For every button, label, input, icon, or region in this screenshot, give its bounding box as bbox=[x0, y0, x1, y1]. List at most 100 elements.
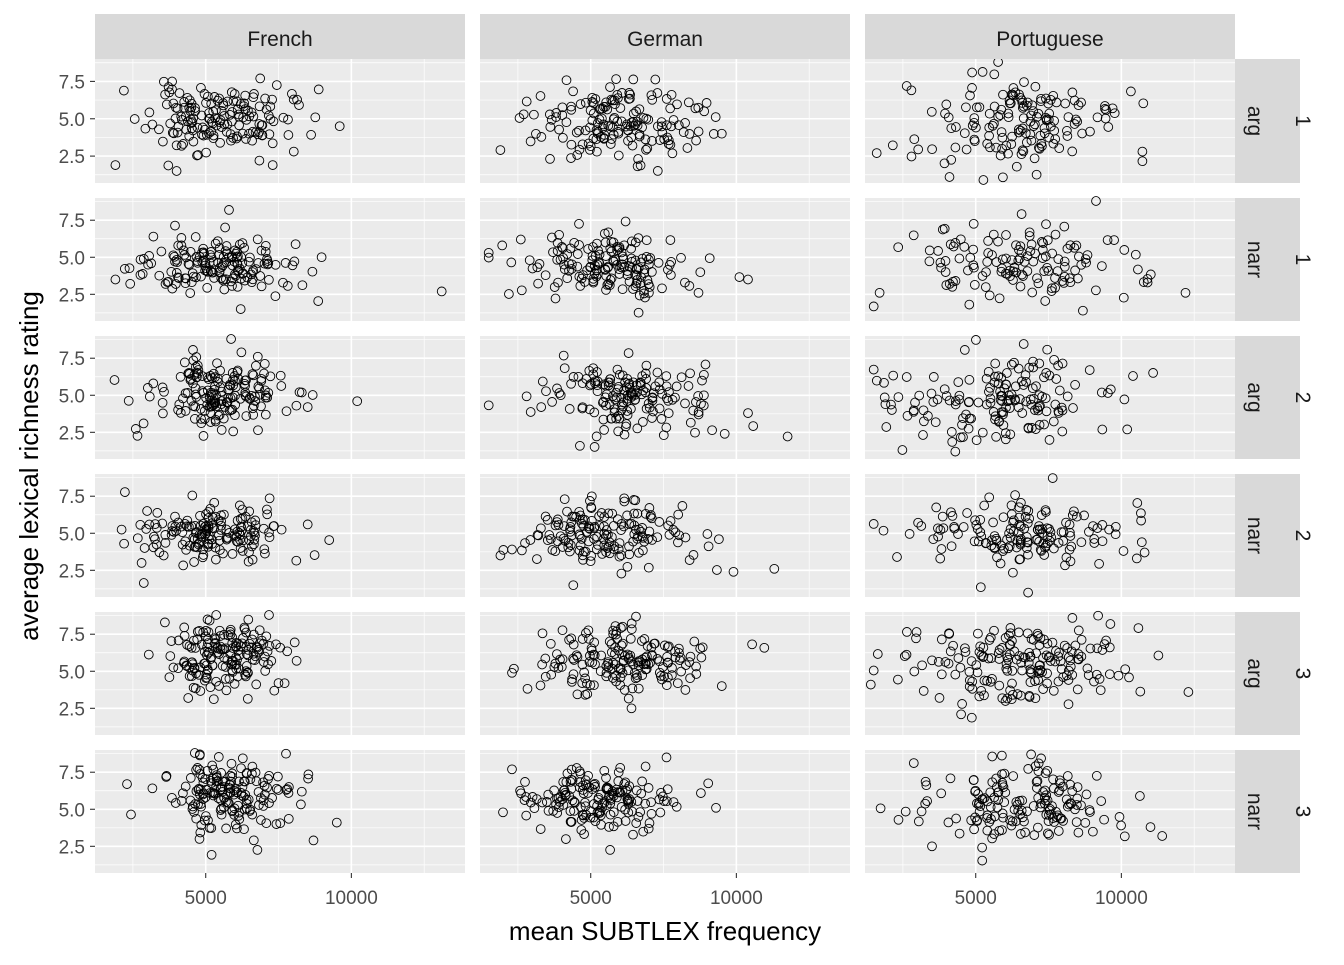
data-point bbox=[183, 259, 194, 269]
data-point bbox=[1071, 114, 1081, 125]
data-point bbox=[990, 411, 1001, 422]
data-point bbox=[1046, 121, 1056, 132]
data-point bbox=[959, 128, 970, 139]
data-point bbox=[116, 524, 127, 535]
data-point bbox=[541, 386, 551, 397]
data-point bbox=[497, 240, 508, 251]
data-point bbox=[1017, 812, 1028, 823]
data-point bbox=[264, 610, 274, 620]
data-point bbox=[984, 386, 994, 397]
data-point bbox=[623, 797, 634, 807]
data-point bbox=[197, 122, 208, 133]
data-point bbox=[135, 254, 146, 265]
data-point bbox=[239, 804, 250, 815]
data-point bbox=[581, 628, 591, 638]
y-tick-label: 2.5 bbox=[59, 423, 85, 444]
data-point bbox=[587, 115, 598, 126]
data-point bbox=[161, 772, 172, 782]
data-point bbox=[167, 792, 177, 803]
data-point bbox=[678, 127, 689, 138]
data-point bbox=[928, 534, 939, 545]
data-point bbox=[691, 669, 702, 679]
data-point bbox=[208, 694, 219, 705]
data-point bbox=[534, 259, 545, 269]
data-point bbox=[535, 680, 546, 691]
data-point bbox=[633, 307, 644, 318]
data-point bbox=[536, 523, 546, 534]
data-point bbox=[639, 264, 650, 275]
data-point bbox=[1064, 544, 1075, 555]
panel-french-narr-2 bbox=[95, 474, 465, 597]
data-point bbox=[1021, 504, 1032, 515]
data-point bbox=[977, 67, 988, 77]
x-tick-label: 5000 bbox=[185, 888, 227, 909]
data-point bbox=[190, 799, 201, 809]
data-point bbox=[628, 74, 639, 85]
data-point bbox=[230, 410, 240, 421]
data-point bbox=[913, 144, 924, 155]
data-point bbox=[1021, 396, 1032, 407]
points-group bbox=[109, 334, 363, 441]
data-point bbox=[521, 391, 532, 402]
data-point bbox=[1016, 209, 1027, 219]
data-point bbox=[600, 380, 611, 391]
data-point bbox=[1062, 391, 1073, 402]
data-point bbox=[967, 120, 978, 131]
data-point bbox=[911, 633, 921, 644]
data-point bbox=[578, 554, 588, 565]
data-point bbox=[668, 115, 679, 125]
data-point bbox=[264, 274, 274, 285]
data-point bbox=[624, 261, 634, 271]
data-point bbox=[221, 274, 231, 285]
data-point bbox=[1132, 498, 1143, 508]
data-point bbox=[693, 287, 704, 298]
data-point bbox=[604, 822, 614, 832]
data-point bbox=[693, 126, 704, 137]
data-point bbox=[259, 544, 270, 555]
data-point bbox=[1015, 539, 1026, 550]
data-point bbox=[1017, 408, 1028, 418]
data-point bbox=[590, 94, 601, 104]
data-point bbox=[1006, 89, 1017, 100]
data-point bbox=[1028, 106, 1039, 116]
data-point bbox=[598, 414, 609, 425]
data-point bbox=[216, 520, 227, 531]
data-point bbox=[251, 679, 262, 690]
data-point bbox=[908, 758, 919, 768]
data-point bbox=[173, 272, 183, 283]
data-point bbox=[541, 797, 552, 807]
data-point bbox=[1040, 768, 1051, 779]
data-point bbox=[985, 393, 996, 404]
data-point bbox=[585, 380, 595, 391]
data-point bbox=[916, 521, 927, 531]
data-point bbox=[628, 108, 639, 119]
data-point bbox=[984, 635, 995, 645]
data-point bbox=[237, 128, 248, 139]
data-point bbox=[602, 543, 613, 553]
data-point bbox=[973, 397, 984, 408]
data-point bbox=[228, 96, 239, 106]
data-point bbox=[208, 400, 219, 411]
data-point bbox=[251, 264, 261, 274]
data-point bbox=[617, 251, 628, 262]
data-point bbox=[1023, 657, 1034, 668]
data-point bbox=[279, 678, 290, 689]
data-point bbox=[196, 414, 206, 424]
data-point bbox=[1120, 664, 1131, 675]
data-point bbox=[626, 618, 637, 629]
data-point bbox=[944, 629, 955, 639]
data-point bbox=[1029, 153, 1040, 164]
data-point bbox=[989, 101, 1000, 112]
data-point bbox=[254, 383, 265, 394]
data-point bbox=[640, 134, 651, 145]
data-point bbox=[219, 802, 229, 813]
data-point bbox=[961, 102, 971, 113]
data-point bbox=[278, 112, 289, 123]
data-point bbox=[595, 806, 605, 816]
data-point bbox=[283, 130, 294, 140]
data-point bbox=[254, 101, 265, 112]
data-point bbox=[214, 410, 225, 420]
data-point bbox=[628, 829, 638, 840]
data-point bbox=[984, 290, 995, 301]
data-point bbox=[685, 417, 696, 428]
